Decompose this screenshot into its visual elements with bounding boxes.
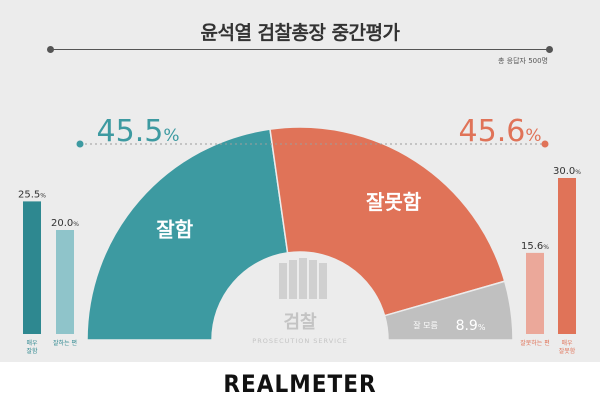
page-title: 윤석열 검찰총장 중간평가 <box>200 22 400 44</box>
divider-left-dot <box>47 46 54 53</box>
bar-right-value-2: 30.0% <box>553 166 581 177</box>
donut-slice-1 <box>86 128 289 341</box>
logo-subtitle: PROSECUTION SERVICE <box>252 337 347 345</box>
logo-pillar-2 <box>289 260 297 299</box>
headline-right-dot <box>541 140 549 148</box>
divider-right-dot <box>546 46 553 53</box>
bar-left-value-1: 25.5% <box>18 189 46 200</box>
bar-left-label-2: 잘하는 편 <box>53 339 77 347</box>
bar-right-1 <box>526 252 544 334</box>
slice-label-unsure: 잘 모름 <box>413 321 438 330</box>
brand-logo: REALMETER <box>223 370 377 398</box>
bar-left-value-2: 20.0% <box>51 218 79 229</box>
approve-total-value: 45.5% <box>97 114 180 149</box>
bar-left-label-1: 매우 잘함 <box>26 339 38 355</box>
logo-pillar-5 <box>319 263 327 299</box>
headline-left-dot <box>76 140 84 148</box>
bar-left-1 <box>23 201 41 334</box>
slice-label-approve: 잘함 <box>156 218 193 242</box>
disapprove-total-value: 45.6% <box>459 114 542 149</box>
prosecution-logo <box>279 258 327 299</box>
bar-right-label-2: 매우 잘못함 <box>559 339 576 355</box>
bar-left-2 <box>56 230 74 334</box>
logo-pillar-1 <box>279 263 287 299</box>
donut-slice-2 <box>269 126 506 317</box>
logo-name: 검찰 <box>283 312 317 333</box>
slice-label-disapprove: 잘못함 <box>366 190 422 214</box>
logo-pillar-4 <box>309 260 317 299</box>
slice-value-unsure: 8.9% <box>456 318 486 334</box>
respondents-note: 총 응답자 500명 <box>497 57 548 65</box>
bar-right-label-1: 잘못하는 편 <box>520 339 550 347</box>
logo-pillar-3 <box>299 258 307 299</box>
bar-right-2 <box>558 178 576 334</box>
bar-right-value-1: 15.6% <box>521 241 549 252</box>
title-divider <box>47 46 553 53</box>
donut-slice-3 <box>383 280 514 341</box>
